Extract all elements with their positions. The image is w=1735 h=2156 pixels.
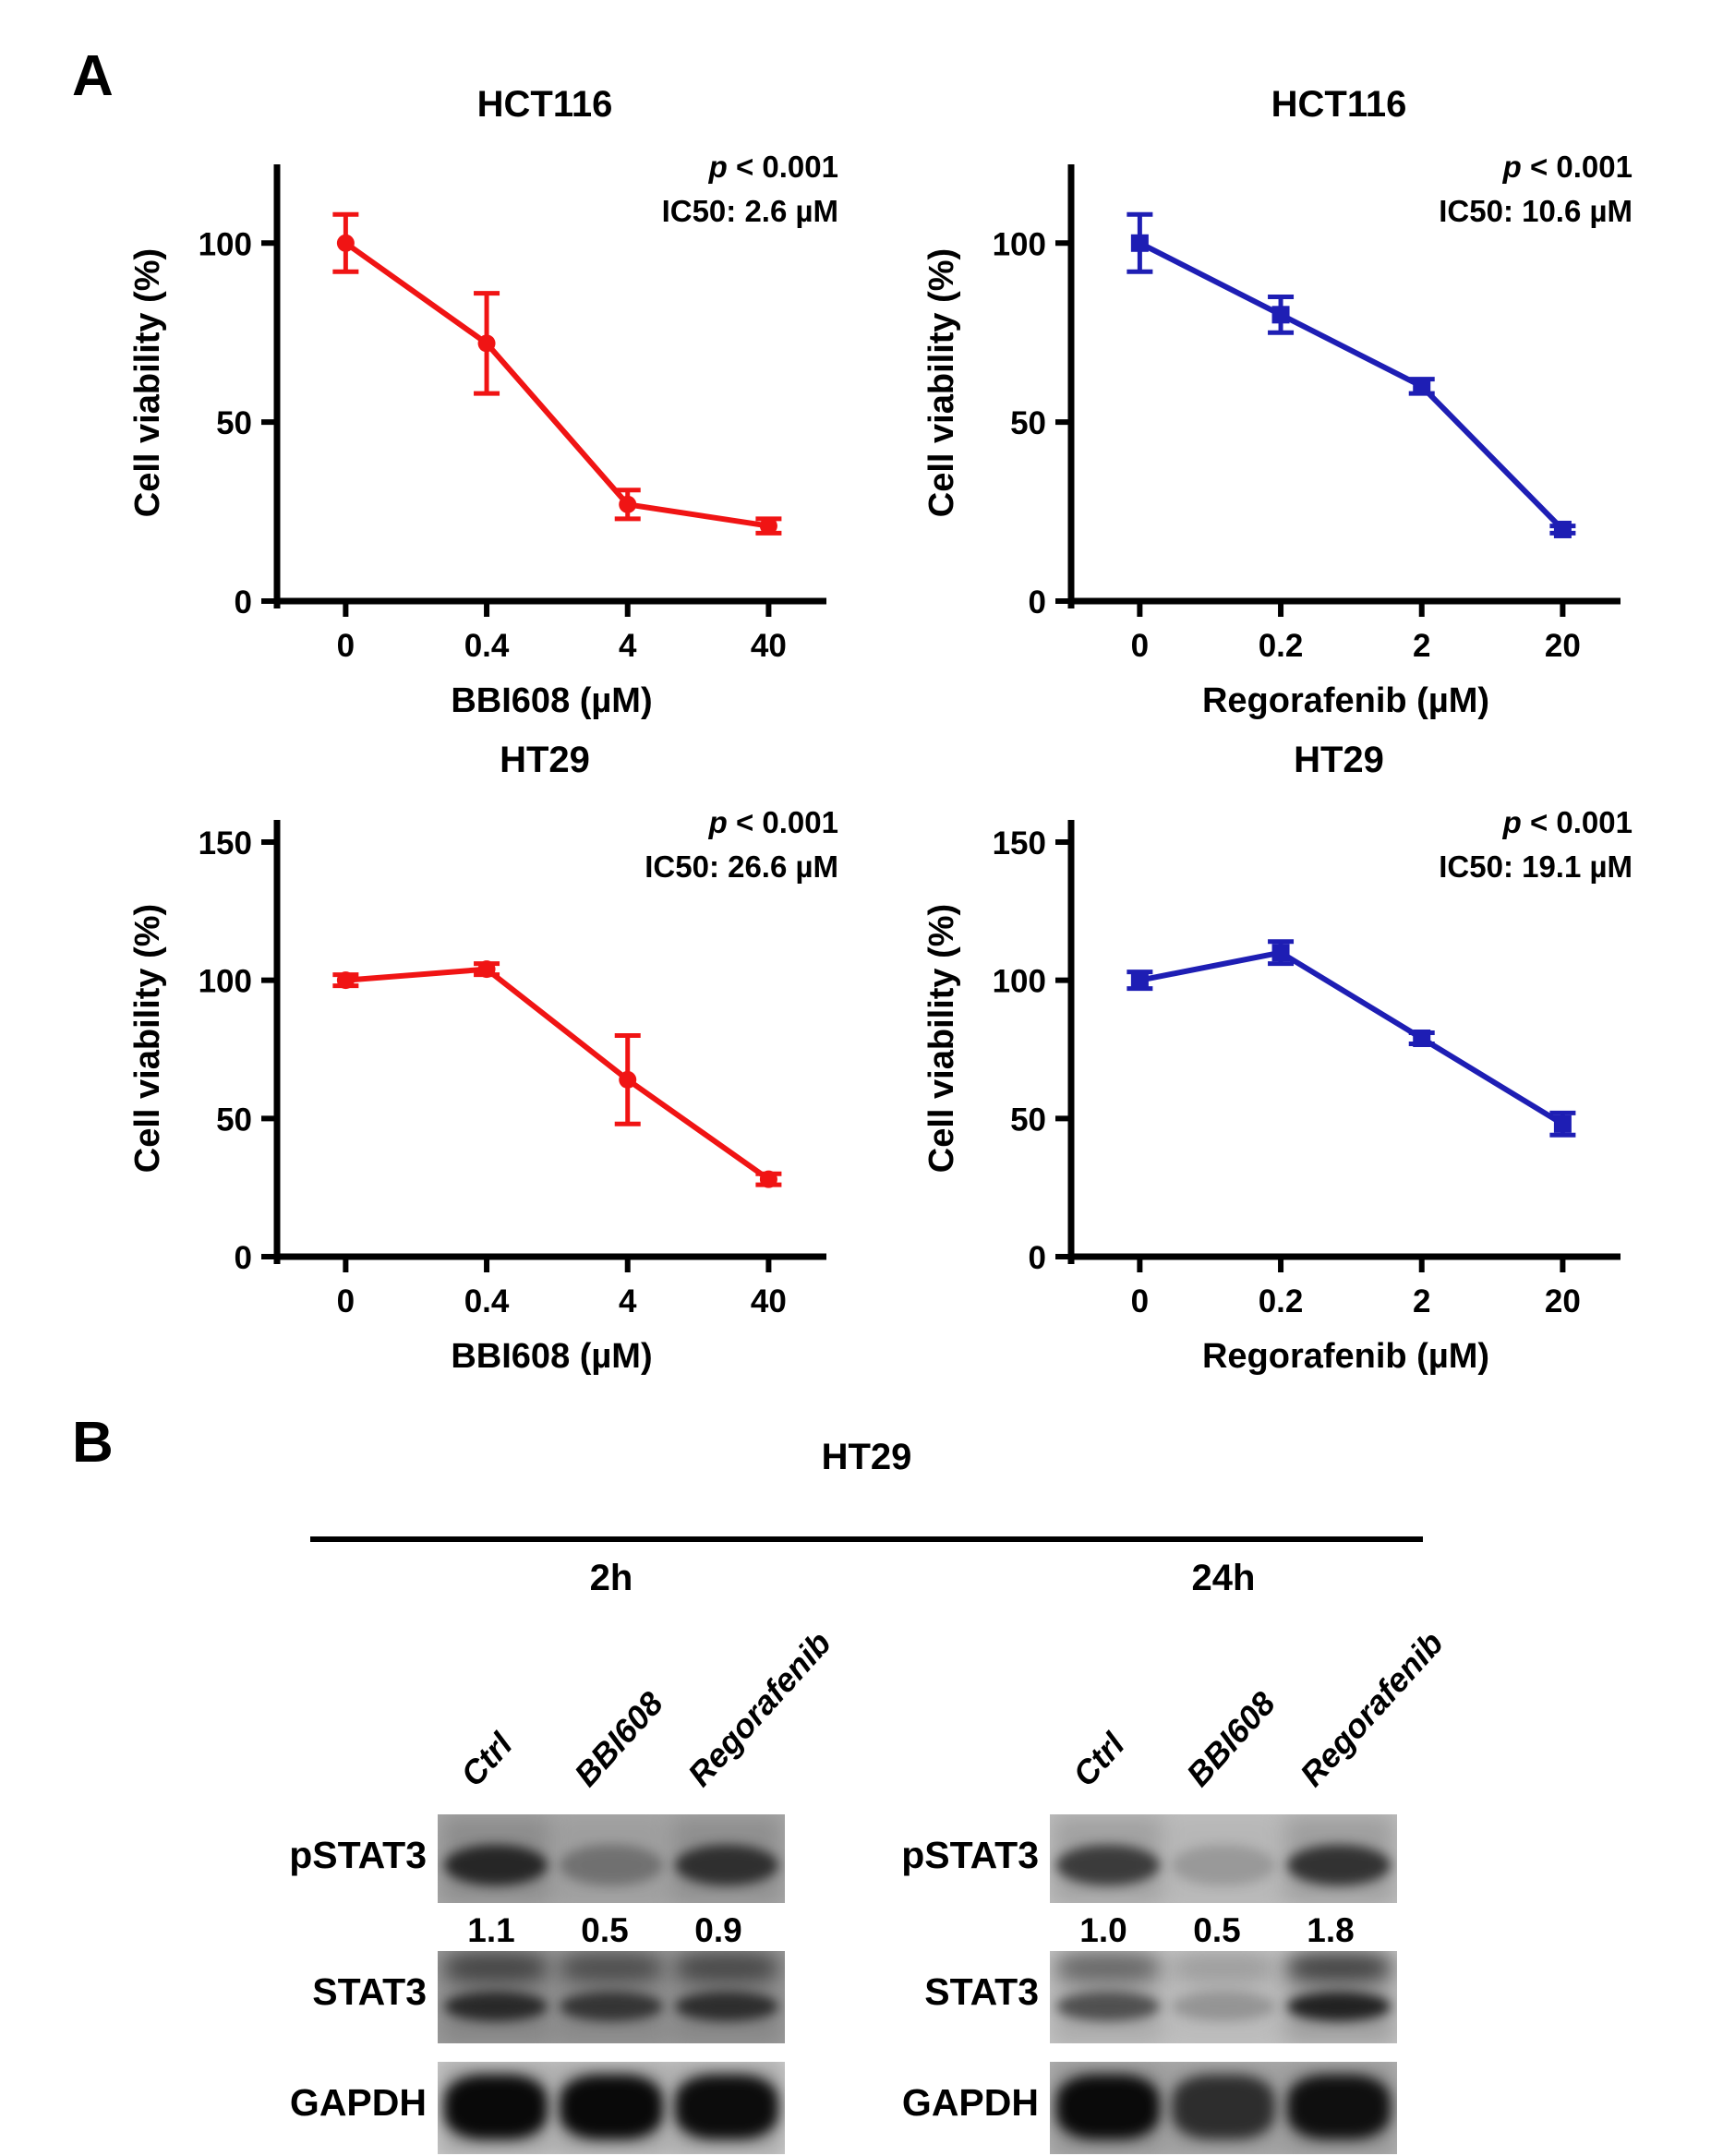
row-label-stat3: STAT3 [312, 1970, 427, 2013]
chart-hct116-regorafenib: HCT116 p < 0.001 IC50: 10.6 µM 0 50 100 0 0.… [886, 78, 1681, 725]
row-label-stat3: STAT3 [924, 1970, 1039, 2013]
p-value-line: p < 0.001 [1439, 801, 1633, 845]
svg-text:4: 4 [619, 1283, 637, 1319]
row-label-pstat3: pSTAT3 [289, 1834, 427, 1876]
pstat3-quant-row: 1.0 0.5 1.8 [834, 1911, 1406, 1950]
svg-text:0.4: 0.4 [464, 628, 510, 664]
svg-text:0: 0 [1131, 628, 1149, 664]
svg-text:2: 2 [1413, 628, 1430, 664]
svg-text:BBI608 (µM): BBI608 (µM) [451, 681, 652, 720]
svg-text:4: 4 [619, 628, 637, 664]
quant-value: 1.1 [467, 1911, 515, 1949]
viability-plot: 0 50 100 150 0 0.2 2 20 Regorafenib (µM) Cell via… [922, 820, 1621, 1376]
svg-text:Cell viability (%): Cell viability (%) [922, 248, 961, 517]
gapdh-blot [438, 2062, 785, 2154]
quant-value: 0.5 [581, 1911, 629, 1949]
p-value-line: p < 0.001 [1439, 145, 1633, 189]
timepoint-label: 24h [1191, 1558, 1256, 1598]
ic50-line: IC50: 2.6 µM [661, 193, 838, 228]
blot-group-24h: 24h Ctrl BBI608 Regorafenib pSTAT3 STAT3… [834, 1556, 1451, 2156]
svg-text:Cell viability (%): Cell viability (%) [128, 248, 167, 517]
quant-value: 1.0 [1079, 1911, 1127, 1949]
svg-text:0.2: 0.2 [1259, 628, 1304, 664]
svg-text:50: 50 [216, 405, 252, 441]
p-value-text: < 0.001 [727, 150, 838, 184]
chart-hct116-bbi608: HCT116 p < 0.001 IC50: 2.6 µM 0 50 100 0 0.4… [92, 78, 886, 725]
svg-text:0: 0 [235, 1240, 252, 1276]
svg-text:0: 0 [1029, 584, 1046, 620]
svg-text:BBI608 (µM): BBI608 (µM) [451, 1337, 652, 1376]
svg-text:2: 2 [1413, 1283, 1430, 1319]
svg-text:20: 20 [1545, 1283, 1581, 1319]
panel-b-label: B [72, 1411, 114, 1475]
svg-text:Cell viability (%): Cell viability (%) [128, 904, 167, 1173]
svg-text:50: 50 [216, 1102, 252, 1138]
quant-value: 1.8 [1307, 1911, 1355, 1949]
p-value-text: < 0.001 [1521, 805, 1633, 839]
svg-text:0: 0 [337, 1283, 355, 1319]
p-value-line: p < 0.001 [662, 145, 838, 189]
svg-text:40: 40 [751, 628, 787, 664]
svg-text:Regorafenib (µM): Regorafenib (µM) [1202, 681, 1489, 720]
svg-text:50: 50 [1010, 405, 1046, 441]
svg-text:20: 20 [1545, 628, 1581, 664]
chart-title: HT29 [1294, 740, 1384, 780]
chart-title: HT29 [500, 740, 590, 780]
svg-text:100: 100 [199, 964, 252, 1000]
svg-text:Cell viability (%): Cell viability (%) [922, 904, 961, 1173]
svg-text:100: 100 [199, 226, 252, 262]
p-value-text: < 0.001 [1521, 150, 1633, 184]
p-value-line: p < 0.001 [645, 801, 838, 845]
svg-text:0: 0 [235, 584, 252, 620]
blot-cell-line-title: HT29 [821, 1437, 912, 1477]
gapdh-blot [1050, 2062, 1397, 2154]
stat3-blot [1050, 1951, 1397, 2043]
chart-title: HCT116 [476, 84, 613, 125]
p-symbol: p [708, 805, 728, 839]
svg-text:40: 40 [751, 1283, 787, 1319]
svg-text:50: 50 [1010, 1102, 1046, 1138]
svg-text:0: 0 [1131, 1283, 1149, 1319]
ic50-line: IC50: 19.1 µM [1439, 849, 1633, 884]
stat3-blot [438, 1951, 785, 2043]
viability-plot: 0 50 100 150 0 0.4 4 40 BBI608 (µM) Cell viabilit… [128, 820, 826, 1376]
p-value-text: < 0.001 [727, 805, 838, 839]
quant-value: 0.5 [1193, 1911, 1241, 1949]
blot-group-2h: 2h Ctrl BBI608 Regorafenib pSTAT3 STAT3 … [222, 1556, 838, 2156]
viability-plot: 0 50 100 0 0.4 4 40 BBI608 (µM) Cell viability (… [128, 164, 826, 720]
panel-a-label: A [72, 44, 114, 108]
svg-text:0.4: 0.4 [464, 1283, 510, 1319]
p-symbol: p [1502, 150, 1522, 184]
chart-annotation: p < 0.001 IC50: 26.6 µM [645, 801, 838, 889]
pstat3-blot [1050, 1814, 1397, 1903]
svg-text:100: 100 [993, 226, 1046, 262]
ic50-line: IC50: 10.6 µM [1439, 193, 1633, 228]
ic50-line: IC50: 26.6 µM [645, 849, 838, 884]
row-label-pstat3: pSTAT3 [901, 1834, 1039, 1876]
chart-annotation: p < 0.001 IC50: 19.1 µM [1439, 801, 1633, 889]
timepoint-label: 2h [589, 1558, 633, 1598]
svg-text:0: 0 [337, 628, 355, 664]
chart-title: HCT116 [1271, 84, 1407, 125]
chart-annotation: p < 0.001 IC50: 2.6 µM [662, 145, 838, 234]
row-label-gapdh: GAPDH [289, 2081, 427, 2124]
viability-plot: 0 50 100 0 0.2 2 20 Regorafenib (µM) Cell viabil… [922, 164, 1621, 720]
svg-text:150: 150 [993, 825, 1046, 861]
quant-value: 0.9 [694, 1911, 742, 1949]
chart-ht29-regorafenib: HT29 p < 0.001 IC50: 19.1 µM 0 50 100 150 0 0… [886, 734, 1681, 1380]
header-rule [310, 1536, 1423, 1542]
svg-text:Regorafenib (µM): Regorafenib (µM) [1202, 1337, 1489, 1376]
p-symbol: p [708, 150, 728, 184]
svg-text:150: 150 [199, 825, 252, 861]
chart-annotation: p < 0.001 IC50: 10.6 µM [1439, 145, 1633, 234]
pstat3-quant-row: 1.1 0.5 0.9 [222, 1911, 794, 1950]
svg-text:0: 0 [1029, 1240, 1046, 1276]
chart-ht29-bbi608: HT29 p < 0.001 IC50: 26.6 µM 0 50 100 150 0 0… [92, 734, 886, 1380]
row-label-gapdh: GAPDH [901, 2081, 1039, 2124]
svg-text:100: 100 [993, 964, 1046, 1000]
pstat3-blot [438, 1814, 785, 1903]
p-symbol: p [1502, 805, 1522, 839]
svg-text:0.2: 0.2 [1259, 1283, 1304, 1319]
